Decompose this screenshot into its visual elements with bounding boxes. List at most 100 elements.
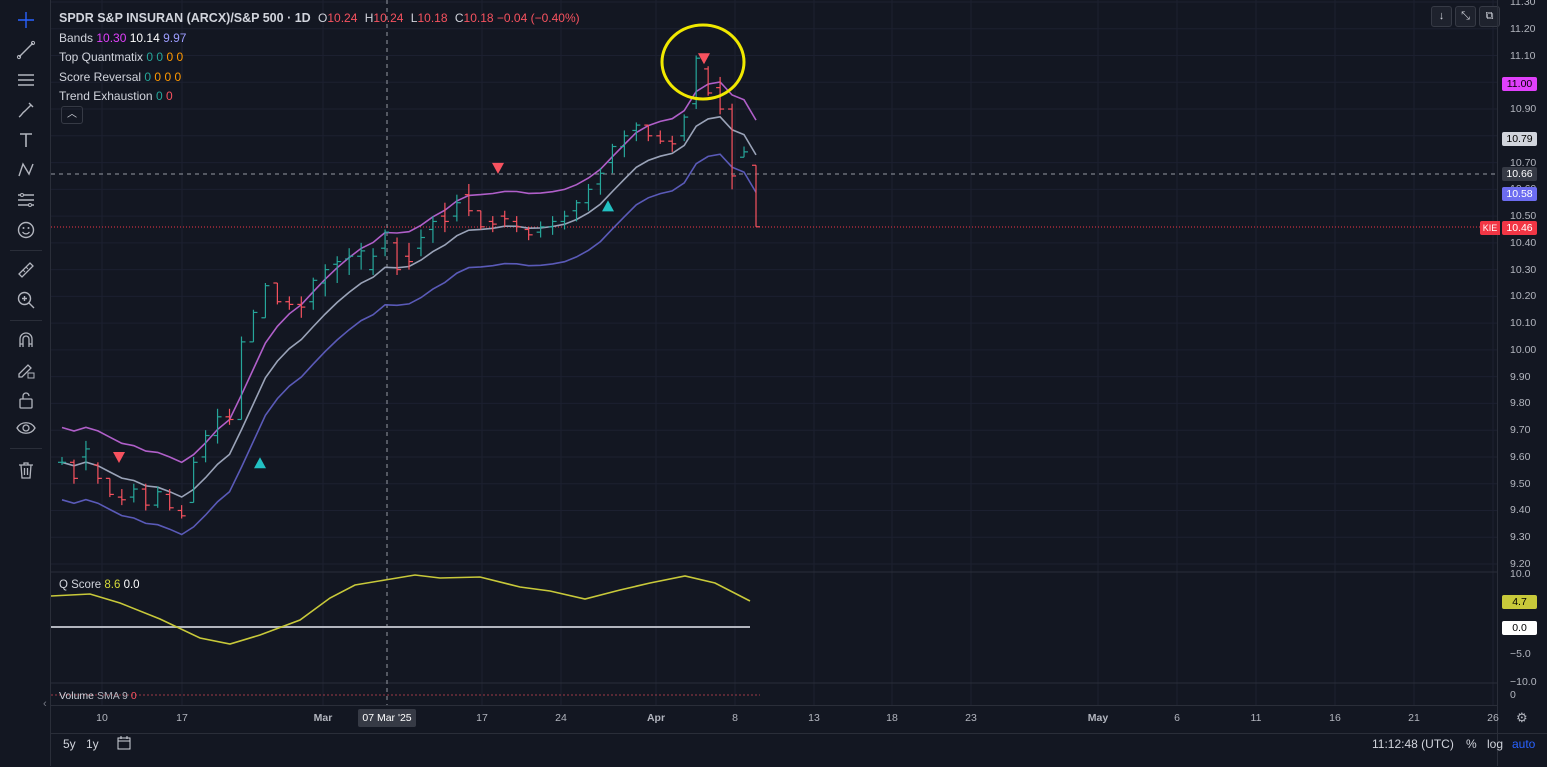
legend-collapse-button[interactable]: ︿ bbox=[61, 106, 83, 124]
ohlc-bar bbox=[560, 210, 569, 230]
price-tick: 10.10 bbox=[1510, 317, 1537, 330]
symbol-row[interactable]: SPDR S&P INSURAN (ARCX)/S&P 500 · 1D O10… bbox=[59, 9, 580, 29]
gear-icon[interactable]: ⚙ bbox=[1516, 710, 1528, 725]
text-icon[interactable] bbox=[13, 127, 39, 153]
ohlc-bar bbox=[189, 456, 198, 504]
open-label: O bbox=[318, 11, 328, 25]
qscore-tick: −5.0 bbox=[1510, 648, 1531, 660]
indicator-value: 10.14 bbox=[129, 30, 160, 45]
ohlc-bar bbox=[548, 216, 557, 235]
ohlc-bar bbox=[117, 489, 126, 506]
indicator-top-quantmatix[interactable]: Top Quantmatix 0 0 0 0 bbox=[59, 48, 580, 68]
brush-icon[interactable] bbox=[13, 97, 39, 123]
qscore-zero-value: 0.0 bbox=[123, 579, 140, 591]
zoom-in-icon[interactable] bbox=[13, 287, 39, 313]
time-label: 10 bbox=[96, 712, 108, 724]
price-tick: 11.30 bbox=[1510, 0, 1536, 8]
forecast-icon[interactable] bbox=[13, 187, 39, 213]
ohlc-bar bbox=[141, 483, 150, 511]
trend-line-icon[interactable] bbox=[13, 37, 39, 63]
sell-signal-marker bbox=[113, 451, 125, 463]
lock-icon[interactable] bbox=[13, 387, 39, 413]
ohlc-bar bbox=[357, 242, 366, 270]
maximize-pane-icon[interactable]: ⤡ bbox=[1455, 6, 1476, 27]
ohlc-bar bbox=[608, 143, 617, 174]
pattern-icon[interactable] bbox=[13, 157, 39, 183]
calendar-icon[interactable] bbox=[116, 735, 132, 754]
ohlc-bar bbox=[632, 122, 641, 142]
ohlc-bar bbox=[237, 336, 246, 421]
qscore-title: Q Score bbox=[59, 579, 102, 591]
percent-toggle[interactable]: % bbox=[1466, 737, 1477, 751]
ohlc-bar bbox=[213, 408, 222, 444]
ohlc-bar bbox=[740, 146, 749, 158]
lower-band-badge: 10.58 bbox=[1502, 187, 1537, 201]
horizontal-lines-icon[interactable] bbox=[13, 67, 39, 93]
pencil-lock-icon[interactable] bbox=[13, 357, 39, 383]
eye-icon[interactable] bbox=[13, 415, 39, 441]
toolbar-collapse-icon[interactable]: ‹ bbox=[43, 698, 47, 710]
time-axis[interactable] bbox=[51, 705, 1497, 732]
ohlc-bar bbox=[584, 183, 593, 211]
range-1y-button[interactable]: 1y bbox=[86, 737, 99, 751]
ohlc-bar bbox=[129, 483, 138, 503]
indicator-value: 0 bbox=[154, 69, 162, 84]
scroll-down-icon[interactable]: ↓ bbox=[1431, 6, 1452, 27]
price-tick: 9.80 bbox=[1510, 397, 1531, 410]
indicator-score-reversal[interactable]: Score Reversal 0 0 0 0 bbox=[59, 68, 580, 88]
ohlc-bar bbox=[105, 477, 114, 498]
price-tick: 9.90 bbox=[1510, 370, 1531, 383]
ohlc-bar bbox=[596, 167, 605, 195]
trash-icon[interactable] bbox=[13, 457, 39, 483]
symbol-title[interactable]: SPDR S&P INSURAN (ARCX)/S&P 500 · 1D bbox=[59, 11, 311, 25]
price-tick: 10.00 bbox=[1510, 343, 1537, 356]
chart-grid bbox=[51, 0, 1497, 705]
clock-time[interactable]: 11:12:48 (UTC) bbox=[1372, 737, 1454, 751]
upper-band-line bbox=[61, 81, 757, 464]
indicator-name: Top Quantmatix bbox=[59, 50, 144, 64]
range-5y-button[interactable]: 5y bbox=[63, 737, 76, 751]
open-value: 10.24 bbox=[327, 11, 358, 25]
ohlc-bar bbox=[405, 242, 413, 270]
ohlc-bar bbox=[285, 296, 294, 310]
ohlc-bar bbox=[476, 210, 485, 230]
ohlc-bar bbox=[165, 489, 174, 511]
price-tick: 10.20 bbox=[1510, 290, 1537, 303]
log-toggle[interactable]: log bbox=[1487, 737, 1504, 751]
ohlc-bar bbox=[440, 202, 449, 233]
bollinger-bands bbox=[61, 81, 757, 536]
price-tick: 9.60 bbox=[1510, 450, 1531, 463]
ohlc-bar bbox=[536, 221, 545, 238]
ohlc-bar bbox=[728, 103, 737, 190]
ruler-icon[interactable] bbox=[13, 257, 39, 283]
sell-signal-marker bbox=[492, 162, 504, 174]
ohlc-bar bbox=[177, 505, 186, 519]
time-label: 13 bbox=[808, 712, 820, 724]
magnet-icon[interactable] bbox=[13, 327, 39, 353]
ohlc-bar bbox=[752, 164, 760, 228]
high-value: 10.24 bbox=[373, 11, 404, 25]
close-label: C bbox=[454, 11, 464, 25]
ohlc-bar bbox=[201, 430, 210, 463]
restore-pane-icon[interactable]: ⧉ bbox=[1479, 6, 1500, 27]
volume-legend[interactable]: Volume SMA 9 0 bbox=[59, 690, 137, 702]
ohlc-bar bbox=[393, 237, 402, 275]
auto-toggle[interactable]: auto bbox=[1512, 737, 1536, 751]
volume-tick: 0 bbox=[1510, 689, 1516, 701]
ohlc-bar bbox=[81, 440, 90, 471]
indicator-bands[interactable]: Bands 10.30 10.14 9.97 bbox=[59, 29, 580, 49]
indicator-value: 0 bbox=[166, 50, 174, 64]
change-value: −0.04 (−0.40%) bbox=[496, 11, 580, 25]
emoji-icon[interactable] bbox=[13, 217, 39, 243]
price-axis[interactable] bbox=[1497, 0, 1547, 766]
ohlc-bar bbox=[381, 229, 390, 257]
qscore-value: 8.6 bbox=[104, 579, 121, 591]
ohlc-bar bbox=[153, 486, 162, 508]
indicator-trend-exhaustion[interactable]: Trend Exhaustion 0 0 bbox=[59, 87, 580, 107]
ohlc-bar bbox=[488, 216, 497, 233]
lower-band-line bbox=[61, 153, 757, 536]
qscore-legend[interactable]: Q Score 8.6 0.0 bbox=[59, 579, 140, 591]
crosshair-icon[interactable] bbox=[13, 7, 39, 33]
toolbar-divider bbox=[10, 320, 42, 321]
